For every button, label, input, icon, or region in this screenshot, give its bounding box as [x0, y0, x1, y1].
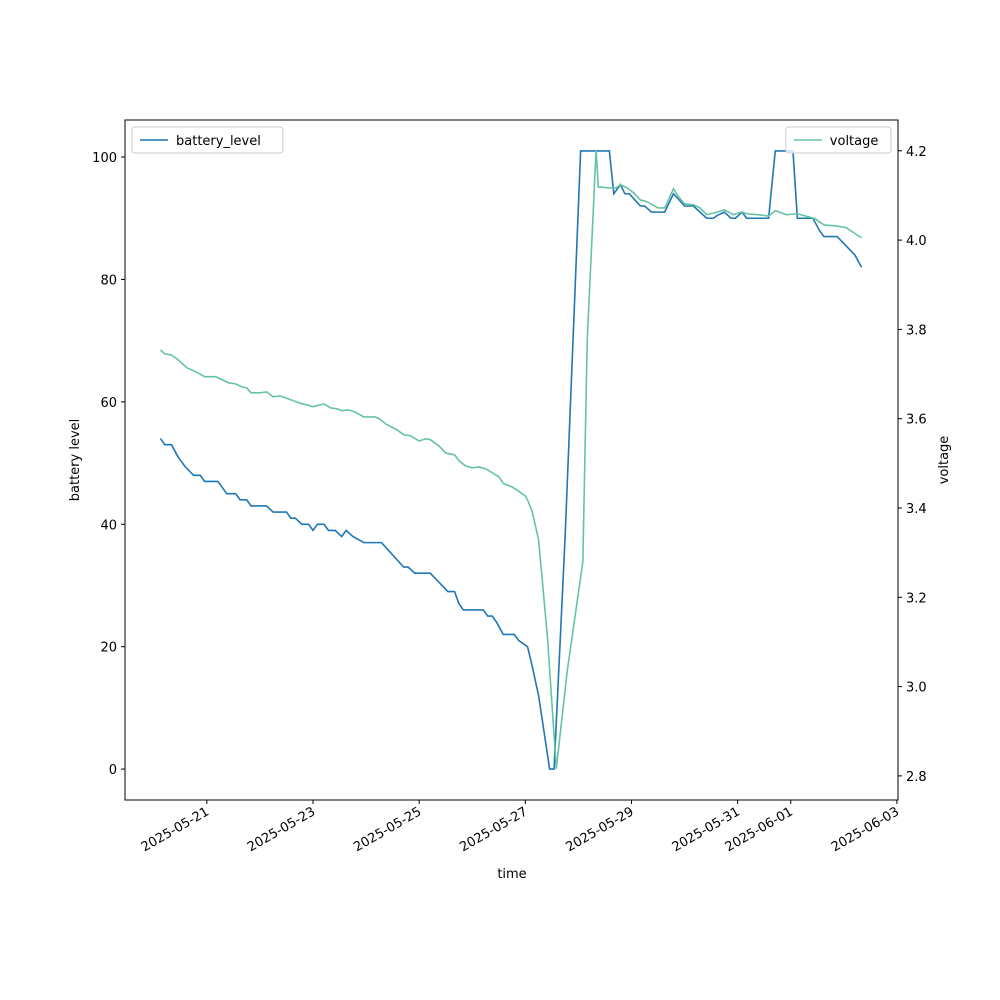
y2-tick-label: 2.8: [906, 770, 927, 785]
x-tick-label: 2025-05-29: [564, 804, 637, 855]
y2-tick-label: 3.4: [906, 502, 927, 517]
line: [159, 149, 862, 769]
y-axis-label: battery level: [68, 419, 83, 502]
y2-tick-label: 3.6: [906, 413, 927, 428]
x-tick-label: 2025-05-27: [457, 804, 530, 855]
plot-frame: [124, 119, 899, 801]
y2-axis-label: voltage: [937, 436, 952, 485]
legend-box: [785, 126, 892, 154]
legend-label: battery_level: [176, 134, 261, 149]
y-tick-label: 0: [109, 763, 117, 778]
y2-tick-label: 4.0: [906, 234, 927, 249]
y-tick-label: 100: [92, 151, 117, 166]
y-tick-label: 80: [100, 273, 117, 288]
line: [159, 150, 863, 770]
x-tick-label: 2025-05-25: [351, 804, 424, 855]
x-tick-label: 2025-05-21: [139, 804, 212, 855]
x-axis-label: time: [497, 867, 526, 882]
x-tick-label: 2025-05-23: [245, 804, 318, 855]
y2-tick-label: 3.8: [906, 323, 927, 338]
x-tick-label: 2025-06-03: [829, 804, 902, 855]
y2-tick-label: 3.2: [906, 591, 927, 606]
y2-tick-label: 3.0: [906, 681, 927, 696]
legend: battery_level: [131, 126, 284, 154]
y2-tick-label: 4.2: [906, 145, 927, 160]
legend: voltage: [785, 126, 892, 154]
legend-label: voltage: [830, 134, 879, 149]
y-tick-label: 40: [100, 518, 117, 533]
y-tick-label: 60: [100, 396, 117, 411]
legend-box: [131, 126, 284, 154]
y-tick-label: 20: [100, 641, 117, 656]
